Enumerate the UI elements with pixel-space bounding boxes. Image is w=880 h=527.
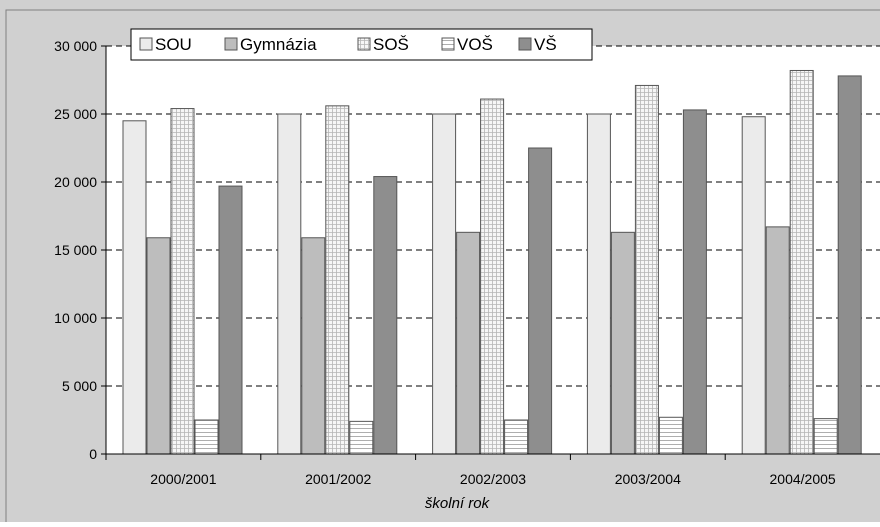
bar-voš-2000-2001 (194, 419, 219, 455)
legend-swatch-soš (357, 37, 371, 51)
bar-sou-2001-2002 (277, 113, 302, 455)
bar-vš-2003-2004 (682, 109, 707, 455)
legend-label-soš: SOŠ (373, 35, 409, 54)
legend-label-voš: VOŠ (457, 35, 493, 54)
plot-area: 0 5 000 10 000 15 000 20 000 25 000 30 000 2000… (54, 38, 880, 487)
legend-swatch-voš (441, 37, 455, 51)
y-tick-label: 30 000 (54, 38, 97, 54)
legend-label-sou: SOU (155, 35, 192, 54)
y-tick-label: 15 000 (54, 242, 97, 258)
bar-sou-2004-2005 (741, 116, 766, 455)
legend-swatch-gymnázia (224, 37, 238, 51)
bar-gymnázia-2002-2003 (456, 231, 481, 455)
bar-soš-2001-2002 (325, 105, 350, 455)
bar-soš-2002-2003 (480, 98, 505, 455)
bar-sou-2002-2003 (432, 113, 457, 455)
bar-voš-2003-2004 (658, 416, 683, 455)
bar-gymnázia-2004-2005 (765, 226, 790, 455)
bar-sou-2003-2004 (586, 113, 611, 455)
y-tick-label: 5 000 (62, 378, 97, 394)
bar-voš-2004-2005 (813, 418, 838, 455)
x-tick-label: 2001/2002 (305, 471, 371, 487)
bar-gymnázia-2001-2002 (301, 237, 326, 455)
x-tick-label: 2000/2001 (150, 471, 216, 487)
y-tick-label: 20 000 (54, 174, 97, 190)
chart-frame (5, 9, 880, 527)
y-tick-label: 25 000 (54, 106, 97, 122)
legend-label-vš: VŠ (534, 35, 557, 54)
bar-vš-2002-2003 (528, 147, 553, 455)
x-tick-label: 2003/2004 (615, 471, 681, 487)
x-tick-label: 2004/2005 (770, 471, 836, 487)
bar-soš-2000-2001 (170, 108, 195, 455)
bar-sou-2000-2001 (122, 120, 147, 455)
y-tick-label: 0 (89, 446, 97, 462)
legend: SOU Gymnázia SOŠ VOŠ VŠ (130, 28, 593, 61)
bar-soš-2003-2004 (634, 84, 659, 455)
legend-swatch-vš (518, 37, 532, 51)
x-tick-label: 2002/2003 (460, 471, 526, 487)
bar-soš-2004-2005 (789, 69, 814, 455)
bar-voš-2002-2003 (504, 419, 529, 455)
y-tick-label: 10 000 (54, 310, 97, 326)
bar-vš-2004-2005 (837, 75, 862, 455)
bar-vš-2000-2001 (218, 185, 243, 455)
bar-vš-2001-2002 (373, 176, 398, 455)
legend-label-gymnázia: Gymnázia (240, 35, 317, 54)
bar-gymnázia-2000-2001 (146, 237, 171, 455)
legend-swatch-sou (139, 37, 153, 51)
x-axis-title: školní rok (425, 495, 491, 512)
bar-voš-2001-2002 (349, 420, 374, 455)
bar-gymnázia-2003-2004 (610, 231, 635, 455)
